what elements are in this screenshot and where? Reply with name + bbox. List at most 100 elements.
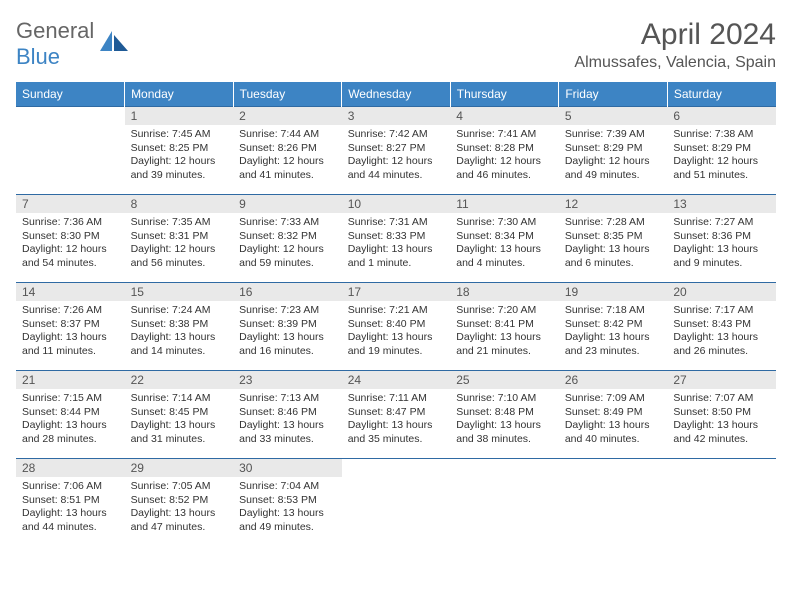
day-details: Sunrise: 7:21 AMSunset: 8:40 PMDaylight:…: [342, 301, 451, 363]
daylight-line: Daylight: 13 hours and 49 minutes.: [239, 507, 336, 534]
daylight-line: Daylight: 13 hours and 4 minutes.: [456, 243, 553, 270]
sunrise-line: Sunrise: 7:17 AM: [673, 304, 770, 318]
sunrise-line: Sunrise: 7:15 AM: [22, 392, 119, 406]
calendar-week-row: 14Sunrise: 7:26 AMSunset: 8:37 PMDayligh…: [16, 283, 776, 371]
sunset-line: Sunset: 8:29 PM: [565, 142, 662, 156]
sunrise-line: Sunrise: 7:04 AM: [239, 480, 336, 494]
sunrise-line: Sunrise: 7:39 AM: [565, 128, 662, 142]
sunrise-line: Sunrise: 7:31 AM: [348, 216, 445, 230]
daylight-line: Daylight: 12 hours and 59 minutes.: [239, 243, 336, 270]
day-number: 11: [450, 195, 559, 213]
location-text: Almussafes, Valencia, Spain: [574, 54, 776, 72]
calendar-day-cell: 10Sunrise: 7:31 AMSunset: 8:33 PMDayligh…: [342, 195, 451, 283]
calendar-day-cell: 11Sunrise: 7:30 AMSunset: 8:34 PMDayligh…: [450, 195, 559, 283]
sunrise-line: Sunrise: 7:23 AM: [239, 304, 336, 318]
sunset-line: Sunset: 8:30 PM: [22, 230, 119, 244]
day-details: Sunrise: 7:23 AMSunset: 8:39 PMDaylight:…: [233, 301, 342, 363]
day-number: 25: [450, 371, 559, 389]
calendar-empty-cell: [667, 459, 776, 547]
calendar-day-cell: 2Sunrise: 7:44 AMSunset: 8:26 PMDaylight…: [233, 107, 342, 195]
day-number: 29: [125, 459, 234, 477]
sunset-line: Sunset: 8:42 PM: [565, 318, 662, 332]
calendar-day-cell: 17Sunrise: 7:21 AMSunset: 8:40 PMDayligh…: [342, 283, 451, 371]
day-number: 14: [16, 283, 125, 301]
day-number: 4: [450, 107, 559, 125]
sunset-line: Sunset: 8:43 PM: [673, 318, 770, 332]
calendar-day-cell: 25Sunrise: 7:10 AMSunset: 8:48 PMDayligh…: [450, 371, 559, 459]
daylight-line: Daylight: 13 hours and 28 minutes.: [22, 419, 119, 446]
sunset-line: Sunset: 8:33 PM: [348, 230, 445, 244]
sunrise-line: Sunrise: 7:45 AM: [131, 128, 228, 142]
sunrise-line: Sunrise: 7:05 AM: [131, 480, 228, 494]
sunset-line: Sunset: 8:38 PM: [131, 318, 228, 332]
sunset-line: Sunset: 8:26 PM: [239, 142, 336, 156]
daylight-line: Daylight: 13 hours and 35 minutes.: [348, 419, 445, 446]
weekday-header-row: SundayMondayTuesdayWednesdayThursdayFrid…: [16, 82, 776, 107]
calendar-day-cell: 18Sunrise: 7:20 AMSunset: 8:41 PMDayligh…: [450, 283, 559, 371]
calendar-day-cell: 12Sunrise: 7:28 AMSunset: 8:35 PMDayligh…: [559, 195, 668, 283]
sunrise-line: Sunrise: 7:20 AM: [456, 304, 553, 318]
calendar-day-cell: 8Sunrise: 7:35 AMSunset: 8:31 PMDaylight…: [125, 195, 234, 283]
sunset-line: Sunset: 8:50 PM: [673, 406, 770, 420]
sunset-line: Sunset: 8:27 PM: [348, 142, 445, 156]
weekday-header: Thursday: [450, 82, 559, 107]
calendar-day-cell: 15Sunrise: 7:24 AMSunset: 8:38 PMDayligh…: [125, 283, 234, 371]
day-details: Sunrise: 7:14 AMSunset: 8:45 PMDaylight:…: [125, 389, 234, 451]
day-number: 22: [125, 371, 234, 389]
calendar-day-cell: 29Sunrise: 7:05 AMSunset: 8:52 PMDayligh…: [125, 459, 234, 547]
sunrise-line: Sunrise: 7:44 AM: [239, 128, 336, 142]
day-details: Sunrise: 7:36 AMSunset: 8:30 PMDaylight:…: [16, 213, 125, 275]
sunset-line: Sunset: 8:31 PM: [131, 230, 228, 244]
daylight-line: Daylight: 13 hours and 21 minutes.: [456, 331, 553, 358]
sunset-line: Sunset: 8:32 PM: [239, 230, 336, 244]
daylight-line: Daylight: 12 hours and 51 minutes.: [673, 155, 770, 182]
calendar-day-cell: 21Sunrise: 7:15 AMSunset: 8:44 PMDayligh…: [16, 371, 125, 459]
sunrise-line: Sunrise: 7:11 AM: [348, 392, 445, 406]
day-number: 18: [450, 283, 559, 301]
daylight-line: Daylight: 13 hours and 38 minutes.: [456, 419, 553, 446]
calendar-day-cell: 7Sunrise: 7:36 AMSunset: 8:30 PMDaylight…: [16, 195, 125, 283]
title-block: April 2024 Almussafes, Valencia, Spain: [574, 18, 776, 72]
sunrise-line: Sunrise: 7:41 AM: [456, 128, 553, 142]
calendar-day-cell: 5Sunrise: 7:39 AMSunset: 8:29 PMDaylight…: [559, 107, 668, 195]
sunset-line: Sunset: 8:34 PM: [456, 230, 553, 244]
daylight-line: Daylight: 13 hours and 14 minutes.: [131, 331, 228, 358]
daylight-line: Daylight: 13 hours and 9 minutes.: [673, 243, 770, 270]
day-number: 26: [559, 371, 668, 389]
sunrise-line: Sunrise: 7:14 AM: [131, 392, 228, 406]
brand-part1: General: [16, 18, 94, 43]
calendar-empty-cell: [450, 459, 559, 547]
calendar-week-row: 21Sunrise: 7:15 AMSunset: 8:44 PMDayligh…: [16, 371, 776, 459]
day-details: Sunrise: 7:18 AMSunset: 8:42 PMDaylight:…: [559, 301, 668, 363]
day-number: 1: [125, 107, 234, 125]
day-details: Sunrise: 7:13 AMSunset: 8:46 PMDaylight:…: [233, 389, 342, 451]
calendar-day-cell: 3Sunrise: 7:42 AMSunset: 8:27 PMDaylight…: [342, 107, 451, 195]
brand-text: General Blue: [16, 18, 94, 70]
daylight-line: Daylight: 12 hours and 54 minutes.: [22, 243, 119, 270]
weekday-header: Wednesday: [342, 82, 451, 107]
sunset-line: Sunset: 8:40 PM: [348, 318, 445, 332]
day-details: Sunrise: 7:31 AMSunset: 8:33 PMDaylight:…: [342, 213, 451, 275]
calendar-day-cell: 14Sunrise: 7:26 AMSunset: 8:37 PMDayligh…: [16, 283, 125, 371]
day-number: 27: [667, 371, 776, 389]
sunset-line: Sunset: 8:51 PM: [22, 494, 119, 508]
daylight-line: Daylight: 13 hours and 26 minutes.: [673, 331, 770, 358]
day-details: Sunrise: 7:07 AMSunset: 8:50 PMDaylight:…: [667, 389, 776, 451]
calendar-body: 1Sunrise: 7:45 AMSunset: 8:25 PMDaylight…: [16, 107, 776, 547]
sunrise-line: Sunrise: 7:24 AM: [131, 304, 228, 318]
sunrise-line: Sunrise: 7:10 AM: [456, 392, 553, 406]
weekday-header: Monday: [125, 82, 234, 107]
sunset-line: Sunset: 8:28 PM: [456, 142, 553, 156]
day-number: 9: [233, 195, 342, 213]
day-number: 7: [16, 195, 125, 213]
sunset-line: Sunset: 8:53 PM: [239, 494, 336, 508]
calendar-day-cell: 23Sunrise: 7:13 AMSunset: 8:46 PMDayligh…: [233, 371, 342, 459]
day-details: Sunrise: 7:06 AMSunset: 8:51 PMDaylight:…: [16, 477, 125, 539]
calendar-day-cell: 4Sunrise: 7:41 AMSunset: 8:28 PMDaylight…: [450, 107, 559, 195]
day-details: Sunrise: 7:26 AMSunset: 8:37 PMDaylight:…: [16, 301, 125, 363]
daylight-line: Daylight: 13 hours and 33 minutes.: [239, 419, 336, 446]
sunset-line: Sunset: 8:52 PM: [131, 494, 228, 508]
sunrise-line: Sunrise: 7:35 AM: [131, 216, 228, 230]
daylight-line: Daylight: 13 hours and 6 minutes.: [565, 243, 662, 270]
day-number: 24: [342, 371, 451, 389]
